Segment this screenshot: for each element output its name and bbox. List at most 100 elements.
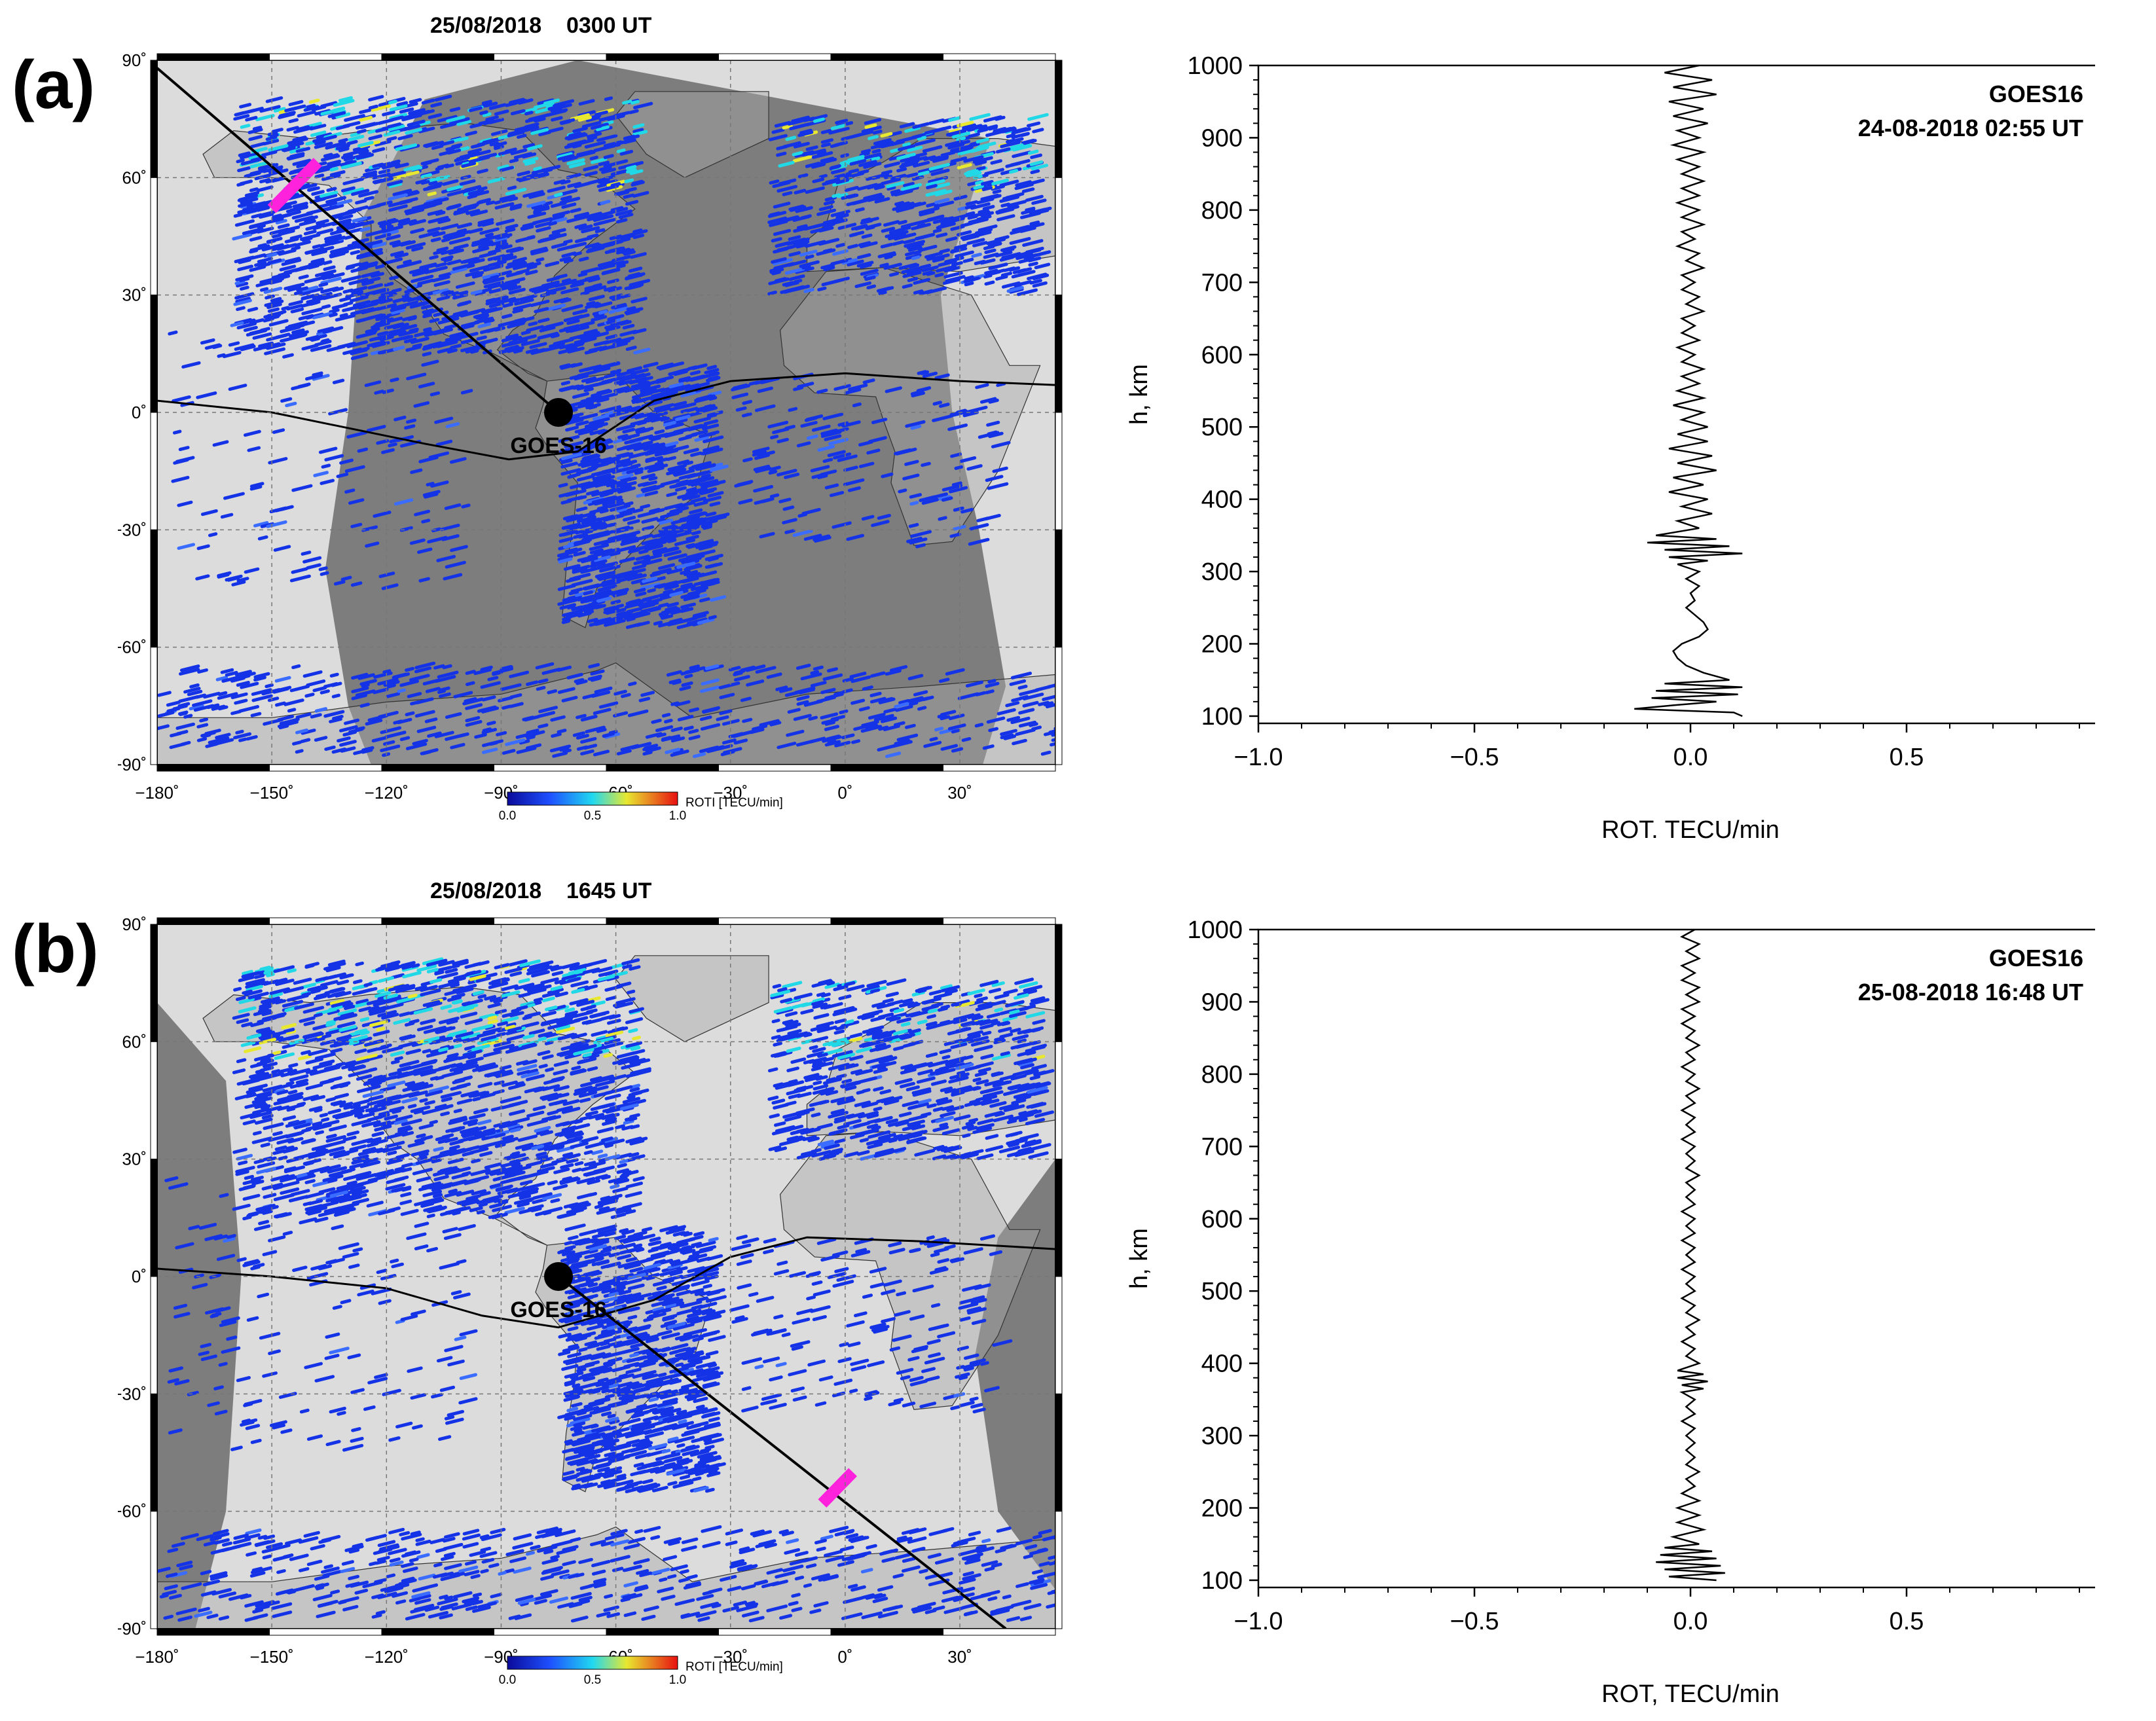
lat-tick-label: 0˚	[132, 403, 147, 422]
frame-segment	[606, 764, 719, 772]
lat-tick-label: −90˚	[118, 1619, 147, 1639]
frame-segment	[1055, 1511, 1063, 1629]
panel-label-b: (b)	[12, 911, 99, 987]
y-tick-label: 1000	[1187, 52, 1243, 80]
colorbar-tick: 1.0	[669, 809, 686, 823]
profile-legend-b: GOES16 25-08-2018 16:48 UT	[1858, 941, 2083, 1009]
frame-segment	[150, 295, 158, 413]
frame-segment	[718, 917, 831, 925]
satellite-marker	[544, 398, 574, 427]
lon-tick-label: −180˚	[135, 783, 179, 803]
roti-streaks	[157, 957, 1055, 1623]
lon-tick-label: −150˚	[250, 1647, 294, 1667]
y-tick-label: 900	[1201, 124, 1243, 152]
colorbar-tick: 0.0	[499, 1673, 516, 1687]
legend-time-b: 25-08-2018 16:48 UT	[1857, 979, 2083, 1005]
frame-segment	[150, 1276, 158, 1394]
frame-segment	[1055, 1041, 1063, 1160]
line-of-sight	[157, 67, 560, 414]
y-axis-label: h, km	[1125, 1228, 1153, 1289]
y-tick-label: 700	[1201, 1133, 1243, 1161]
x-tick-label: 0.0	[1673, 744, 1708, 771]
lon-tick-label: −30˚	[713, 1647, 748, 1667]
frame-segment	[606, 917, 719, 925]
plot-frame	[1257, 928, 2095, 1589]
x-tick-label: 0.0	[1673, 1608, 1708, 1635]
colorbar	[507, 1656, 678, 1670]
frame-segment	[156, 764, 270, 772]
lon-tick-label: 30˚	[947, 783, 972, 803]
frame-segment	[156, 53, 270, 61]
y-tick-label: 900	[1201, 988, 1243, 1016]
y-tick-label: 400	[1201, 1350, 1243, 1378]
y-tick-label: 800	[1201, 1061, 1243, 1089]
x-tick-label: −1.0	[1233, 1608, 1283, 1635]
frame-segment	[494, 764, 607, 772]
frame-segment	[943, 764, 1056, 772]
lon-tick-label: −180˚	[135, 1647, 179, 1667]
frame-segment	[269, 917, 382, 925]
legend-time-a: 24-08-2018 02:55 UT	[1857, 115, 2083, 141]
frame-segment	[494, 1628, 607, 1636]
satellite-label: GOES-16	[510, 1297, 606, 1322]
frame-segment	[943, 53, 1056, 61]
frame-segment	[1055, 924, 1063, 1042]
frame-segment	[494, 917, 607, 925]
frame-segment	[269, 764, 382, 772]
frame-segment	[150, 647, 158, 765]
rot-profile-line	[1656, 928, 1725, 1582]
frame-segment	[150, 529, 158, 648]
frame-segment	[1055, 1159, 1063, 1277]
y-tick-label: 500	[1201, 1278, 1243, 1305]
frame-segment	[606, 53, 719, 61]
profile-chart-b: 100 200 300 400 500 600 700 800 900 1000 −1.0 −0.5 0…	[1125, 916, 2095, 1708]
x-tick-label: −0.5	[1450, 744, 1499, 771]
frame-segment	[943, 1628, 1056, 1636]
frame-segment	[1055, 1276, 1063, 1394]
frame-segment	[150, 177, 158, 296]
lat-tick-label: 90˚	[122, 916, 147, 934]
lon-tick-label: 30˚	[947, 1647, 972, 1667]
lon-tick-label: −30˚	[713, 783, 748, 803]
frame-segment	[381, 917, 494, 925]
profile-chart-a: 100 200 300 400 500 600 700 800 900 1000 −1.0 −0.5 0…	[1125, 52, 2095, 844]
y-tick-label: 700	[1201, 269, 1243, 297]
y-tick-label: 100	[1201, 1567, 1243, 1595]
lon-tick-label: 0˚	[837, 1647, 852, 1667]
satellite-label: GOES-16	[510, 433, 606, 458]
terminator-line	[157, 372, 1055, 461]
lat-tick-label: 60˚	[122, 168, 147, 187]
frame-segment	[1055, 529, 1063, 648]
frame-segment	[381, 764, 494, 772]
colorbar	[507, 791, 678, 806]
lat-tick-label: 90˚	[122, 52, 147, 70]
colorbar-tick: 0.5	[584, 1673, 601, 1687]
x-tick-label: −0.5	[1450, 1608, 1499, 1635]
night-region-east	[975, 1159, 1055, 1590]
panel-label-a: (a)	[12, 47, 96, 123]
y-tick-label: 300	[1201, 558, 1243, 586]
frame-segment	[830, 1628, 943, 1636]
colorbar-tick: 0.5	[584, 809, 601, 823]
frame-segment	[1055, 295, 1063, 413]
y-tick-label: 200	[1201, 1495, 1243, 1523]
map-canvas: GOES-16	[157, 60, 1055, 765]
roti-streaks	[157, 94, 1055, 758]
rot-profile-line	[1634, 64, 1743, 717]
satellite-marker	[544, 1262, 574, 1291]
frame-segment	[150, 60, 158, 178]
frame-segment	[1055, 1393, 1063, 1512]
frame-segment	[718, 53, 831, 61]
colorbar-label: ROTI [TECU/min]	[685, 796, 783, 810]
frame-segment	[830, 53, 943, 61]
lon-tick-label: 0˚	[837, 783, 852, 803]
frame-segment	[494, 53, 607, 61]
x-axis-label: ROT, TECU/min	[1601, 1680, 1780, 1708]
frame-segment	[269, 1628, 382, 1636]
map-title-a: 25/08/2018 0300 UT	[430, 13, 652, 38]
x-tick-label: 0.5	[1890, 744, 1924, 771]
frame-segment	[150, 1159, 158, 1277]
lat-tick-label: −60˚	[118, 638, 147, 657]
map-panel-b: GOES-16 −180˚ −150˚ −120˚ −90˚ −60˚ −30˚ 0˚ 30˚ 9…	[118, 916, 1063, 1687]
lon-tick-label: −120˚	[365, 783, 409, 803]
